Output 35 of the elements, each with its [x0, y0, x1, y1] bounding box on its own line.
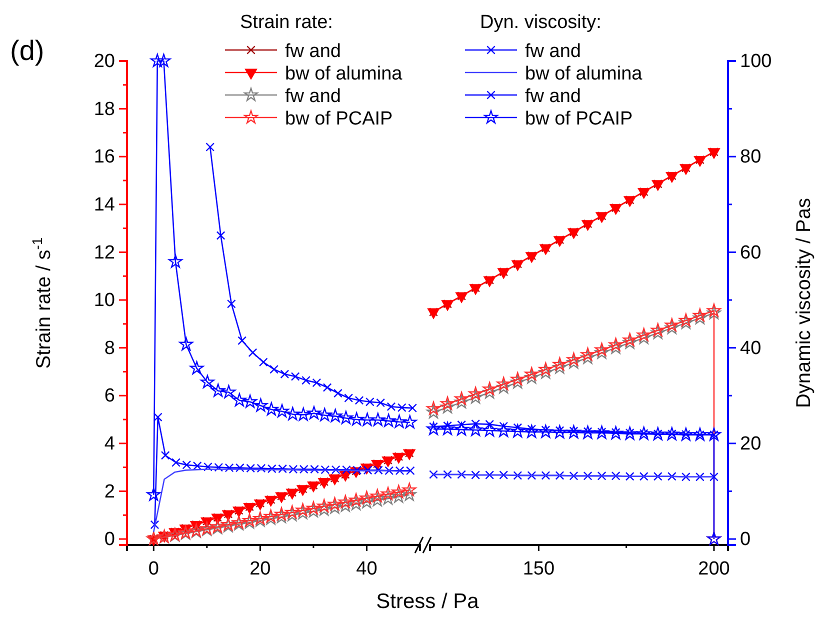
y-tick-label: 18: [94, 98, 115, 120]
x-tick-label: 150: [522, 558, 555, 580]
legend-label: fw and: [285, 86, 341, 107]
y-tick-label: 12: [94, 242, 115, 264]
y2-tick-label: 80: [740, 146, 762, 168]
y2-tick-label: 20: [740, 434, 762, 454]
legend-title: Strain rate:: [240, 12, 333, 33]
y-tick-label: 20: [94, 51, 115, 72]
x-tick-label: 40: [356, 558, 378, 580]
legend-title: Dyn. viscosity:: [480, 12, 602, 33]
legend-label: fw and: [285, 41, 341, 62]
legend-label: fw and: [525, 41, 581, 62]
y2-tick-label: 40: [740, 338, 762, 359]
y-tick-label: 4: [104, 434, 116, 454]
y2-axis-title: Dynamic viscosity / Pas: [793, 198, 815, 408]
x-axis-title: Stress / Pa: [376, 590, 480, 613]
legend-label: fw and: [525, 86, 581, 107]
legend-label: bw of alumina: [525, 64, 643, 84]
x-tick-label: 200: [698, 558, 730, 580]
y2-tick-label: 100: [740, 51, 772, 72]
y-tick-label: 2: [104, 481, 115, 502]
y-tick-label: 14: [94, 194, 116, 216]
legend-label: bw of PCAIP: [525, 108, 633, 130]
y-tick-label: 6: [104, 386, 115, 407]
y2-tick-label: 0: [740, 529, 751, 550]
legend-label: bw of alumina: [285, 64, 403, 84]
y-tick-label: 16: [94, 146, 115, 168]
legend-label: bw of PCAIP: [285, 108, 393, 130]
x-tick-label: 20: [250, 558, 271, 580]
y2-tick-label: 60: [740, 242, 762, 264]
x-tick-label: 0: [148, 558, 159, 580]
chart-title: (d): [10, 35, 44, 66]
y-tick-label: 10: [94, 290, 115, 312]
y-tick-label: 8: [104, 338, 115, 359]
y-tick-label: 0: [104, 529, 115, 550]
